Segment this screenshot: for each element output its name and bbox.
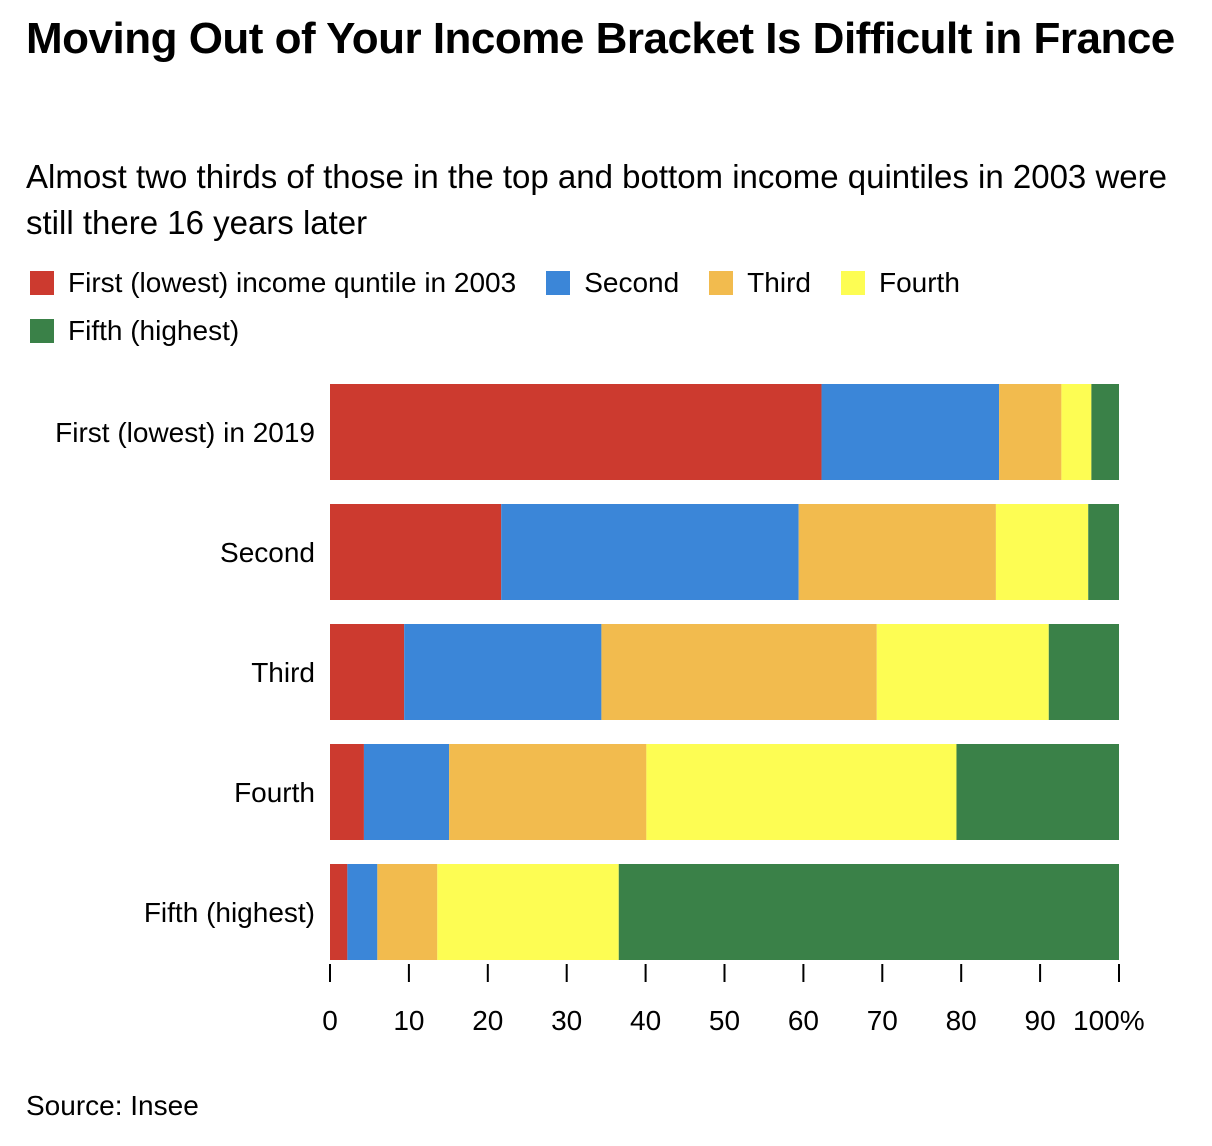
bar-segment <box>1061 384 1092 480</box>
bar-segment <box>330 864 348 960</box>
legend-item: Third <box>709 264 811 302</box>
category-label: Second <box>220 537 315 568</box>
bar-segment <box>646 744 957 840</box>
bar-segment <box>330 384 822 480</box>
bar-segment <box>330 624 405 720</box>
bar-segment <box>798 504 996 600</box>
bar-segment <box>956 744 1119 840</box>
legend: First (lowest) income quntile in 2003 Sec… <box>30 264 1190 350</box>
x-tick-label: 0 <box>322 1005 338 1036</box>
x-tick-label: 40 <box>630 1005 661 1036</box>
bar-segment <box>821 384 1000 480</box>
bar-segment <box>995 504 1089 600</box>
chart-subtitle: Almost two thirds of those in the top an… <box>26 158 1167 241</box>
x-tick-label: 30 <box>551 1005 582 1036</box>
legend-item: First (lowest) income quntile in 2003 <box>30 264 516 302</box>
bar-segment <box>1088 504 1119 600</box>
x-tick-label: 90 <box>1025 1005 1056 1036</box>
x-tick-label: 100% <box>1073 1005 1145 1036</box>
legend-swatch <box>709 271 734 295</box>
x-tick-label: 50 <box>709 1005 740 1036</box>
bar-segment <box>347 864 378 960</box>
bar-segment <box>404 624 602 720</box>
bar-segment <box>377 864 438 960</box>
legend-label: Second <box>584 267 680 298</box>
legend-item: Second <box>546 264 679 302</box>
bar-segment <box>437 864 619 960</box>
x-tick-label: 60 <box>788 1005 819 1036</box>
legend-swatch <box>840 271 865 295</box>
x-tick-label: 10 <box>393 1005 424 1036</box>
stacked-bar-chart: First (lowest) in 2019 Second Third Fourth F… <box>55 384 1145 1036</box>
bar-segment <box>330 504 502 600</box>
chart-title: Moving Out of Your Income Bracket Is Dif… <box>26 14 1175 63</box>
legend-item: Fifth (highest) <box>30 312 239 350</box>
legend-label: First (lowest) income quntile in 2003 <box>68 267 517 298</box>
category-label: First (lowest) in 2019 <box>55 417 315 448</box>
bar-segment <box>449 744 647 840</box>
legend-swatch <box>30 271 54 295</box>
source-note: Source: Insee <box>26 1090 199 1121</box>
category-label: Fifth (highest) <box>144 897 315 928</box>
bar-segment <box>501 504 799 600</box>
bar-segment <box>1048 624 1119 720</box>
bar-segment <box>618 864 1119 960</box>
legend-label: Fifth (highest) <box>68 315 240 346</box>
x-tick-label: 20 <box>472 1005 503 1036</box>
legend-swatch <box>30 319 54 343</box>
bar-segment <box>999 384 1062 480</box>
bar-segment <box>330 744 364 840</box>
category-label: Third <box>251 657 315 688</box>
x-tick-label: 70 <box>867 1005 898 1036</box>
legend-label: Fourth <box>878 267 960 298</box>
bar-segment <box>601 624 877 720</box>
legend-swatch <box>546 271 571 295</box>
x-tick-label: 80 <box>946 1005 977 1036</box>
bar-segment <box>876 624 1049 720</box>
bar-segment <box>363 744 450 840</box>
legend-item: Fourth <box>840 264 960 302</box>
legend-label: Third <box>747 267 811 298</box>
bar-segment <box>1091 384 1119 480</box>
category-label: Fourth <box>234 777 315 808</box>
